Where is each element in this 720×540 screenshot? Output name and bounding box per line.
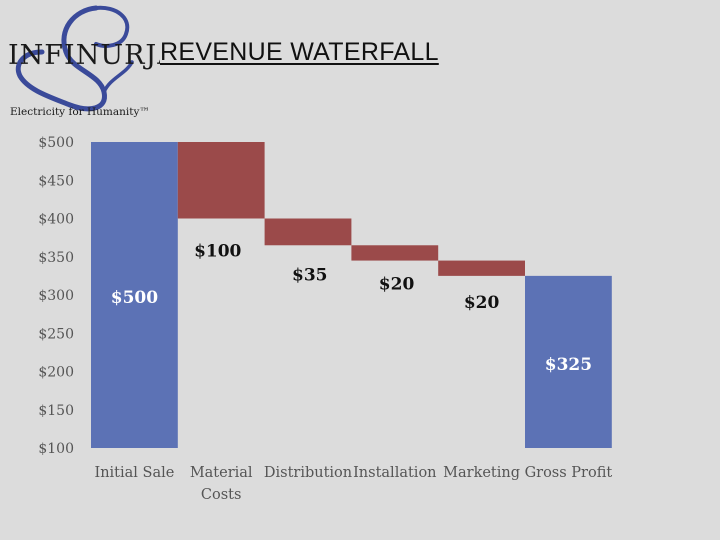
y-tick-label: $400 — [38, 212, 74, 228]
infinurja-logo: INFINURJA Electricity for Humanity™ — [8, 5, 160, 118]
y-axis: $100 $150 $200 $250 $300 $350 $400 $450 $500 — [38, 135, 74, 457]
data-labels: $500 $100 $35 $20 $20 $325 — [111, 242, 592, 376]
page-title: REVENUE WATERFALL — [160, 38, 439, 66]
x-category-label: Initial Sale — [94, 465, 174, 481]
x-category-label: Installation — [353, 465, 436, 481]
bar-distribution — [264, 218, 352, 246]
bar-material-costs — [177, 142, 265, 219]
bar-marketing — [438, 260, 525, 276]
infinity-swirl-icon — [15, 5, 134, 112]
logo-wordmark: INFINURJA — [8, 40, 160, 71]
bar-gross-profit — [525, 275, 612, 448]
x-axis: Initial Sale Material Costs Distribution Ins… — [94, 465, 612, 503]
y-tick-label: $300 — [38, 288, 74, 304]
bar-initial-sale — [91, 142, 178, 448]
x-category-label: Distribution — [264, 465, 352, 481]
data-label: $100 — [194, 242, 241, 262]
y-tick-label: $200 — [38, 365, 74, 381]
y-tick-label: $350 — [38, 250, 74, 266]
y-tick-label: $450 — [38, 173, 74, 189]
y-tick-label: $500 — [38, 135, 74, 151]
data-label: $325 — [545, 355, 592, 375]
y-tick-label: $100 — [38, 441, 74, 457]
x-category-label: Marketing — [443, 465, 520, 481]
bars — [91, 142, 612, 448]
y-tick-label: $250 — [38, 326, 74, 342]
y-tick-label: $150 — [38, 403, 74, 419]
data-label: $35 — [292, 265, 328, 285]
data-label: $20 — [464, 293, 500, 313]
x-category-label: Costs — [201, 487, 242, 503]
data-label: $20 — [379, 275, 415, 295]
x-category-label: Gross Profit — [525, 465, 613, 481]
logo-tagline: Electricity for Humanity™ — [10, 106, 150, 118]
x-category-label: Material — [190, 465, 253, 481]
data-label: $500 — [111, 288, 158, 308]
bar-installation — [351, 245, 439, 261]
